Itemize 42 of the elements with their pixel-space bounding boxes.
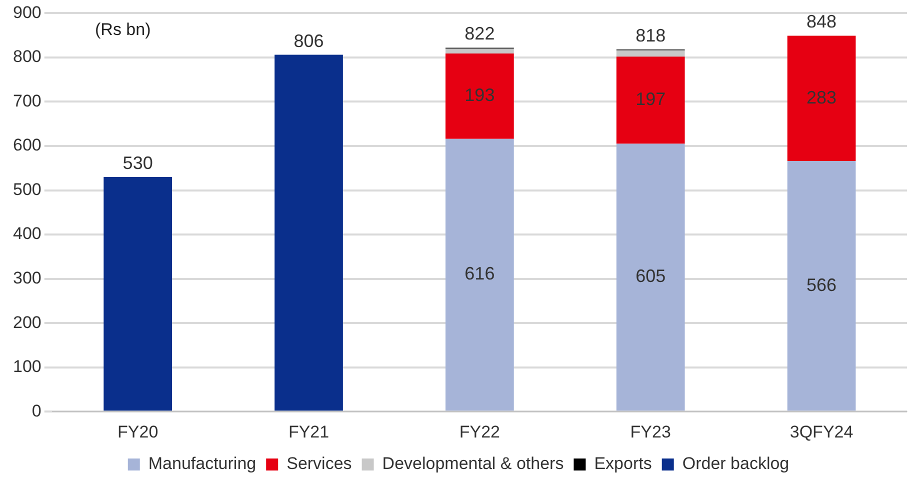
bar	[787, 161, 856, 411]
data-label: 616	[464, 264, 495, 284]
data-label: 197	[636, 89, 666, 110]
total-label: 806	[294, 30, 324, 51]
legend-label: Manufacturing	[148, 454, 256, 474]
y-tick-label: 900	[12, 2, 42, 22]
total-label: 530	[122, 152, 153, 173]
legend-label: Order backlog	[682, 454, 790, 474]
data-label: 193	[464, 85, 495, 106]
x-tick-label: FY23	[630, 422, 671, 442]
y-tick-label: 200	[12, 312, 42, 332]
y-tick-label: 400	[12, 224, 42, 244]
total-label: 848	[806, 12, 837, 32]
annotation: (Rs bn)	[95, 20, 151, 40]
total-label: 818	[636, 25, 666, 46]
bar	[445, 48, 514, 54]
bar	[787, 36, 856, 162]
bar	[616, 56, 685, 144]
bar	[104, 176, 172, 411]
bar	[445, 138, 514, 411]
bar	[616, 144, 685, 411]
x-tick-label: 3QFY24	[790, 422, 854, 442]
legend-label: Developmental & others	[382, 454, 564, 474]
y-tick-label: 100	[12, 357, 42, 376]
y-tick-label: 700	[12, 91, 42, 110]
bar	[445, 53, 514, 139]
legend-label: Services	[286, 454, 352, 474]
data-label: 283	[806, 87, 837, 108]
data-label: 566	[806, 274, 837, 295]
bar	[616, 50, 685, 57]
x-tick-label: FY21	[288, 422, 330, 442]
total-label: 822	[464, 24, 495, 44]
y-tick-label: 0	[32, 401, 42, 420]
legend-label: Exports	[594, 454, 652, 474]
y-tick-label: 500	[12, 180, 42, 199]
y-tick-label: 300	[12, 268, 42, 288]
y-tick-label: 600	[12, 136, 42, 155]
x-tick-label: FY20	[118, 422, 158, 442]
x-tick-label: FY22	[459, 422, 500, 442]
bar	[274, 54, 343, 411]
data-label: 605	[636, 266, 666, 286]
y-tick-label: 800	[12, 47, 42, 66]
